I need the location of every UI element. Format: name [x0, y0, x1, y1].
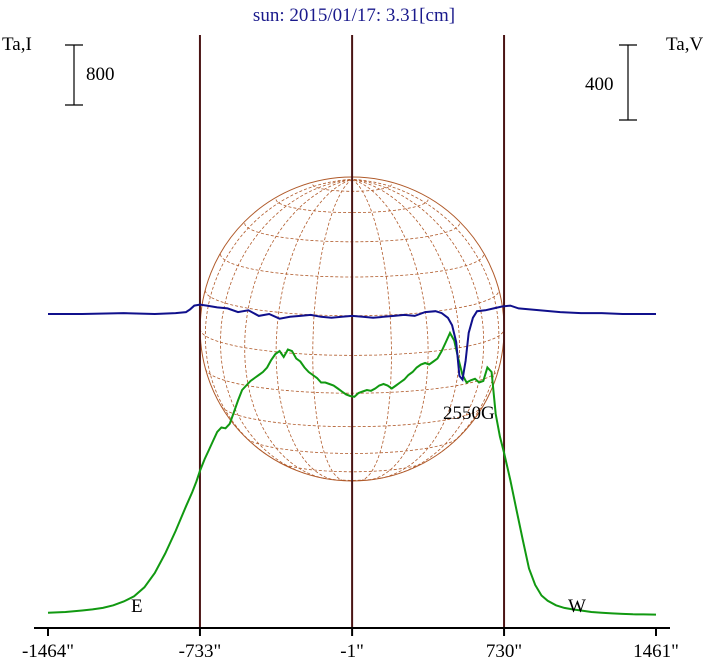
west-label: W — [568, 596, 586, 617]
longitude-line — [351, 179, 392, 482]
longitude-line — [204, 179, 353, 455]
east-label: E — [131, 596, 143, 617]
left-scale-bar: 800 — [65, 44, 115, 106]
right-scale-label: 400 — [585, 74, 614, 95]
x-tick-label: -1" — [340, 641, 364, 662]
x-tick-label: 730" — [486, 641, 522, 662]
longitude-line — [352, 179, 460, 479]
longitude-line — [352, 179, 500, 455]
series-line-intensity — [47, 330, 657, 616]
x-tick-label: -1464" — [22, 641, 74, 662]
longitude-line — [312, 179, 353, 482]
left-scale-label: 800 — [86, 64, 115, 85]
x-tick-label: 1461" — [633, 641, 679, 662]
latitude-line — [275, 199, 429, 213]
longitude-line — [244, 179, 353, 479]
longitude-line — [275, 179, 353, 481]
longitude-line — [351, 179, 429, 481]
right-scale-bar: 400 — [585, 44, 637, 121]
x-tick-label: -733" — [179, 641, 222, 662]
left-axis-label: Ta,I — [2, 34, 32, 55]
right-axis-label: Ta,V — [666, 34, 703, 55]
longitude-line — [352, 179, 485, 474]
chart-title: sun: 2015/01/17: 3.31[cm] — [253, 5, 455, 26]
series-line-polarization — [48, 303, 656, 382]
longitude-line — [220, 179, 353, 474]
x-axis-ticks: -1464" -733" -1" 730" 1461" — [22, 628, 679, 662]
vertical-marker-lines — [198, 35, 506, 628]
annotation-field-strength: 2550G — [443, 403, 495, 424]
latitude-line — [279, 462, 425, 473]
